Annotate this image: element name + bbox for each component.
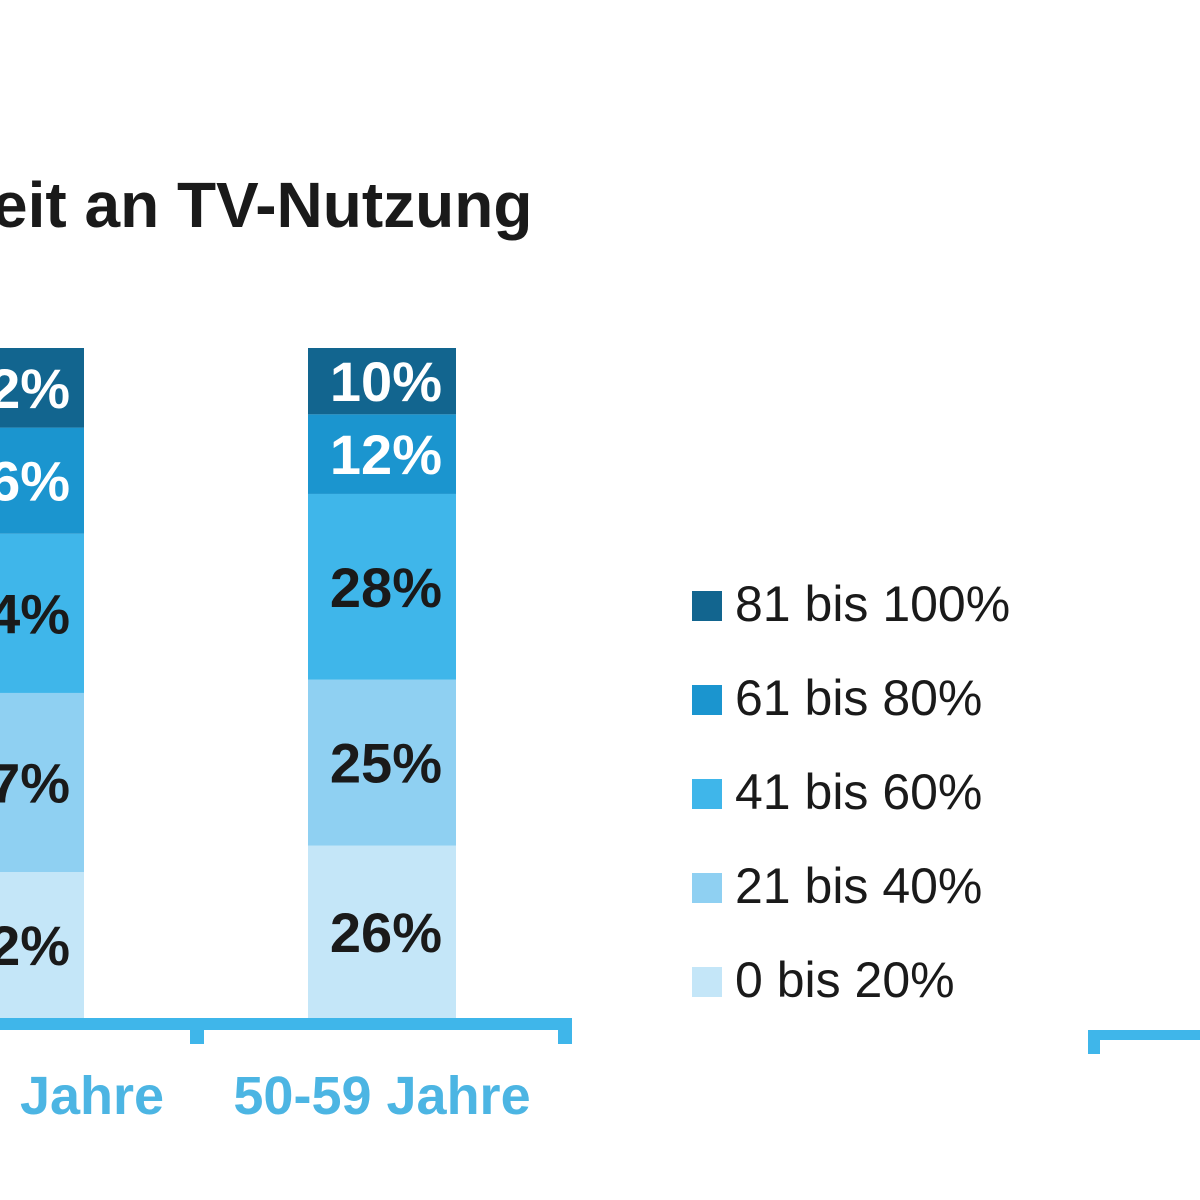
legend-item: 81 bis 100% <box>692 572 1112 632</box>
legend-label: 41 bis 60% <box>735 764 983 820</box>
legend-item: 21 bis 40% <box>692 854 1112 914</box>
bar-value-label-1-2: 7% <box>0 752 70 815</box>
bar-segment-2-4 <box>308 414 456 494</box>
legend-swatch <box>692 685 722 715</box>
legend-item: 0 bis 20% <box>692 948 1112 1008</box>
bar-value-label-2-4: 12% <box>330 423 442 486</box>
bar-segment-1-3 <box>0 533 84 693</box>
bar-segment-1-1 <box>0 872 84 1018</box>
bar-value-label-2-5: 10% <box>330 350 442 413</box>
x-axis-line-right <box>1088 1030 1200 1054</box>
bar-segment-1-4 <box>0 427 84 534</box>
x-tick-label-1: Jahre <box>20 1066 164 1126</box>
legend-swatch <box>692 967 722 997</box>
chart-title-text: eit an TV-Nutzung <box>0 169 533 241</box>
bar-segment-2-5 <box>308 348 456 415</box>
legend-swatch <box>692 779 722 809</box>
bar-segment-2-3 <box>308 493 456 680</box>
bar-value-label-2-3: 28% <box>330 556 442 619</box>
x-tick-label-2: 50-59 Jahre <box>233 1066 530 1126</box>
bar-segment-2-2 <box>308 679 456 846</box>
legend-label: 61 bis 80% <box>735 670 983 726</box>
bar-value-label-1-1: 2% <box>0 914 70 977</box>
legend-swatch <box>692 591 722 621</box>
legend-label: 0 bis 20% <box>735 952 955 1008</box>
x-axis-tick-2 <box>558 1018 572 1044</box>
chart-title: eit an TV-Nutzung <box>0 168 1200 248</box>
x-axis-line <box>0 1018 572 1030</box>
bar-value-label-1-5: 2% <box>0 357 70 420</box>
legend-item: 61 bis 80% <box>692 666 1112 726</box>
bar-segment-2-1 <box>308 845 456 1018</box>
bar-segment-1-5 <box>0 348 84 428</box>
bar-value-label-1-3: 4% <box>0 582 70 645</box>
bar-value-label-2-2: 25% <box>330 732 442 795</box>
x-axis-tick-1 <box>190 1018 204 1044</box>
legend-item: 41 bis 60% <box>692 760 1112 820</box>
legend-label: 81 bis 100% <box>735 576 1011 632</box>
bar-segment-1-2 <box>0 692 84 873</box>
bar-value-label-2-1: 26% <box>330 901 442 964</box>
legend-label: 21 bis 40% <box>735 858 983 914</box>
bar-value-label-1-4: 6% <box>0 450 70 513</box>
legend-swatch <box>692 873 722 903</box>
